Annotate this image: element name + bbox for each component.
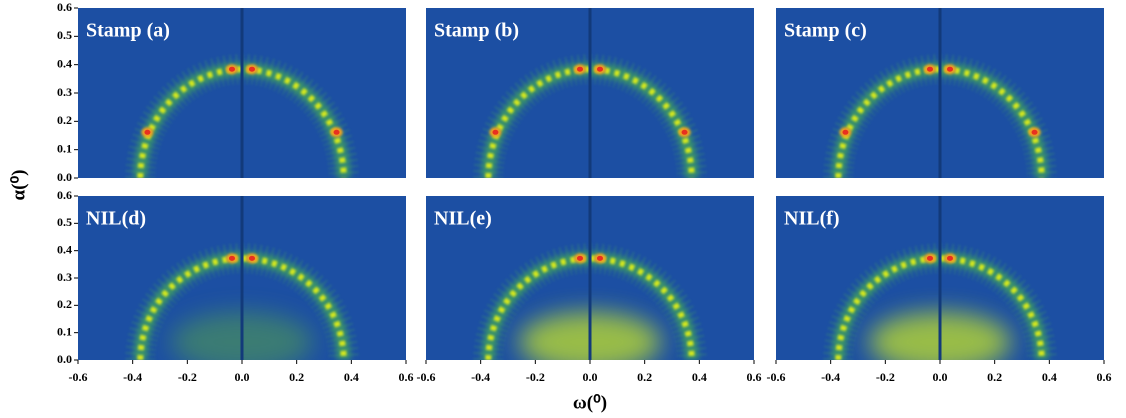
hot-spot-core xyxy=(1031,129,1038,135)
x-tick-label: -0.2 xyxy=(876,370,895,384)
y-tick-label: 0.0 xyxy=(57,352,72,366)
hot-spot-core xyxy=(947,255,953,261)
panel-title: Stamp (b) xyxy=(434,20,519,42)
y-tick-label: 0.6 xyxy=(57,188,72,202)
hot-spot-core xyxy=(144,129,151,135)
x-tick-label: -0.2 xyxy=(526,370,545,384)
arc-spots xyxy=(485,255,695,360)
hot-spot-core xyxy=(842,129,849,135)
hot-spot-core xyxy=(597,255,603,261)
x-tick-label: -0.6 xyxy=(417,370,436,384)
hot-spot-core xyxy=(333,129,340,135)
hot-spot-core xyxy=(927,255,933,261)
panel-title: NIL(d) xyxy=(86,208,146,230)
hot-spot-core xyxy=(947,66,953,72)
panel xyxy=(426,196,754,360)
x-tick-label: -0.4 xyxy=(123,370,142,384)
panel-title: NIL(e) xyxy=(434,208,492,230)
panel xyxy=(776,8,1104,178)
y-tick-label: 0.3 xyxy=(57,85,72,99)
panel xyxy=(78,8,406,178)
y-tick-label: 0.2 xyxy=(57,113,72,127)
x-tick-label: -0.6 xyxy=(767,370,786,384)
x-tick-label: 0.0 xyxy=(235,370,250,384)
x-tick-label: 0.2 xyxy=(637,370,652,384)
x-tick-label: 0.4 xyxy=(692,370,707,384)
y-tick-label: 0.5 xyxy=(57,215,72,229)
hot-spot-core xyxy=(229,66,235,72)
panel-title: Stamp (a) xyxy=(86,20,170,42)
hot-spot-core xyxy=(577,255,583,261)
x-tick-label: 0.6 xyxy=(747,370,762,384)
panel-title: NIL(f) xyxy=(784,208,840,230)
x-tick-label: 0.2 xyxy=(987,370,1002,384)
arc-spots xyxy=(835,255,1045,360)
y-axis-label: α(⁰) xyxy=(8,170,29,201)
y-tick-label: 0.1 xyxy=(57,324,72,338)
x-tick-label: 0.6 xyxy=(399,370,414,384)
arc-spots xyxy=(137,255,347,360)
hot-spot-core xyxy=(492,129,499,135)
x-tick-label: 0.4 xyxy=(1042,370,1057,384)
hot-spot-core xyxy=(229,255,235,261)
y-tick-label: 0.4 xyxy=(57,56,72,70)
panel xyxy=(78,196,406,360)
x-tick-label: 0.6 xyxy=(1097,370,1112,384)
y-tick-label: 0.3 xyxy=(57,270,72,284)
hot-spot-core xyxy=(681,129,688,135)
x-tick-label: -0.4 xyxy=(471,370,490,384)
x-tick-label: 0.0 xyxy=(933,370,948,384)
hot-spot-core xyxy=(927,66,933,72)
x-tick-label: -0.2 xyxy=(178,370,197,384)
hot-spot-core xyxy=(249,255,255,261)
y-tick-label: 0.2 xyxy=(57,297,72,311)
x-tick-label: 0.4 xyxy=(344,370,359,384)
x-tick-label: 0.2 xyxy=(289,370,304,384)
panel xyxy=(776,196,1104,360)
x-tick-label: 0.0 xyxy=(583,370,598,384)
y-tick-label: 0.0 xyxy=(57,170,72,184)
panel xyxy=(426,8,754,178)
y-tick-label: 0.1 xyxy=(57,141,72,155)
x-tick-label: -0.6 xyxy=(69,370,88,384)
panel-title: Stamp (c) xyxy=(784,20,867,42)
hot-spot-core xyxy=(249,66,255,72)
x-axis-label: ω(⁰) xyxy=(573,392,607,413)
y-tick-label: 0.6 xyxy=(57,0,72,14)
y-tick-label: 0.5 xyxy=(57,28,72,42)
hot-spot-core xyxy=(577,66,583,72)
hot-spot-core xyxy=(597,66,603,72)
x-tick-label: -0.4 xyxy=(821,370,840,384)
y-tick-label: 0.4 xyxy=(57,242,72,256)
